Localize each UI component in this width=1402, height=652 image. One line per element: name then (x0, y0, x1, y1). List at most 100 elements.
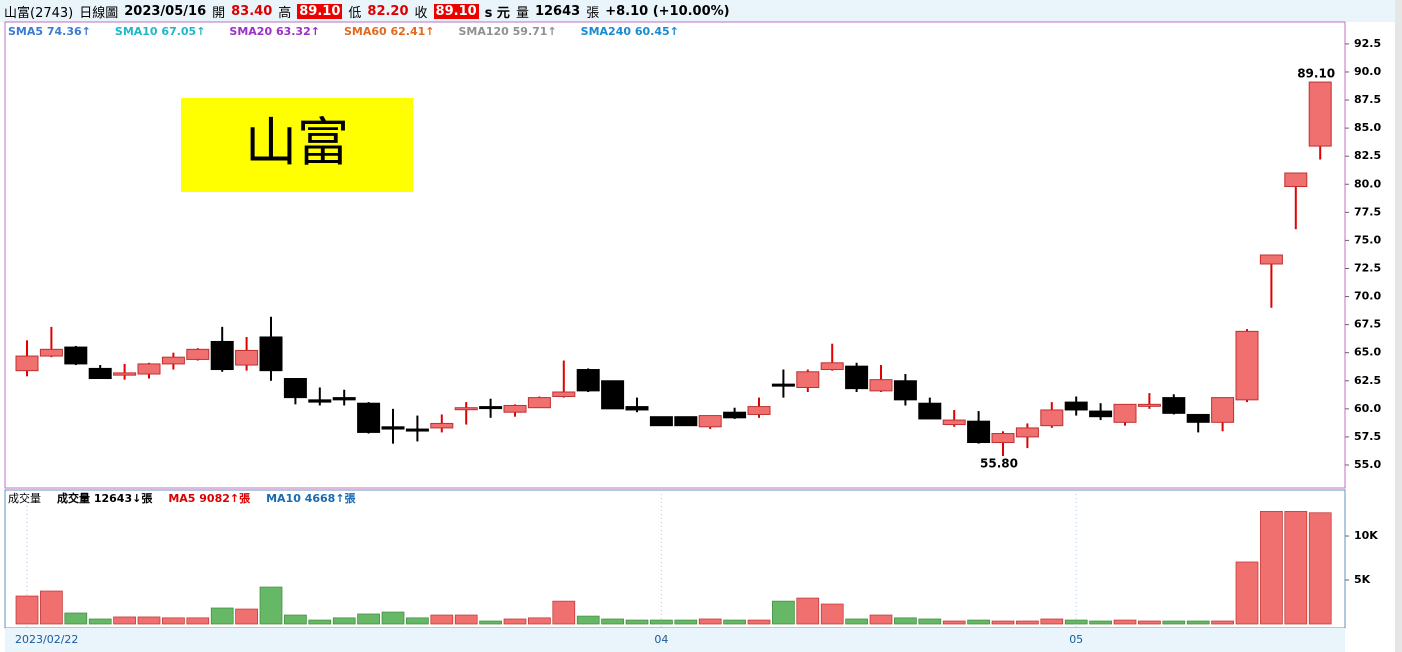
volume-bar (918, 618, 942, 625)
candle-body (869, 379, 893, 392)
volume-bar (869, 614, 893, 625)
y-tick-label: 55.0 (1354, 458, 1381, 471)
candle-body (503, 404, 527, 413)
close: 89.10 (433, 3, 479, 19)
volume-bar (894, 617, 917, 625)
volume-bar (991, 620, 1015, 625)
y-tick-label: 85.0 (1354, 121, 1381, 134)
candle-body (64, 346, 88, 365)
candle-body (186, 348, 210, 360)
candle-body (113, 372, 137, 376)
volume-bar (1113, 619, 1137, 625)
candle-body (723, 411, 747, 419)
volume-bar (747, 619, 771, 625)
candle-body (1015, 427, 1039, 438)
candle-body (283, 378, 307, 399)
volume-bar (1308, 512, 1332, 625)
candle-body (1259, 254, 1283, 265)
legend-entry: SMA20 63.32↑ (229, 25, 320, 38)
volume-bar (15, 595, 39, 625)
volume-legend-entry: 成交量 (8, 491, 41, 505)
volume-bar (723, 619, 746, 625)
stock: 山富(2743) (4, 5, 74, 21)
y-tick-label: 82.5 (1354, 149, 1381, 162)
high-label: 高 (278, 5, 292, 21)
volume-bar (64, 612, 88, 625)
candle-body (332, 397, 356, 401)
volume-bar (967, 619, 990, 625)
candle-body (796, 371, 820, 389)
close-unit: s 元 (484, 5, 510, 21)
candle-body (1284, 172, 1308, 188)
close-label: 收 (414, 5, 428, 21)
y-tick-label: 92.5 (1354, 37, 1381, 50)
banner-box (181, 98, 413, 192)
y2-tick-label: 5K (1354, 573, 1371, 586)
candle-body (210, 340, 234, 371)
candle-body (991, 433, 1015, 444)
volume-bar (308, 619, 332, 625)
volume-bar (845, 618, 868, 625)
legend-entry: SMA120 59.71↑ (458, 25, 556, 38)
date: 2023/05/16 (124, 3, 207, 19)
high: 89.10 (297, 3, 343, 19)
y-tick-label: 80.0 (1354, 177, 1381, 190)
candle-body (918, 402, 942, 420)
volume-bar (503, 618, 527, 625)
volume-bar (698, 618, 722, 625)
scrollbar (1395, 0, 1402, 652)
volume-bar (430, 614, 454, 625)
volume-unit: 張 (586, 5, 600, 21)
volume-bar (1235, 561, 1259, 625)
volume-bar (528, 617, 551, 625)
banner: 山富 (245, 114, 349, 174)
volume-label: 量 (515, 5, 529, 21)
y-tick-label: 87.5 (1354, 93, 1381, 106)
volume-bar (772, 600, 795, 625)
volume-bar (137, 616, 161, 625)
candle-body (1064, 401, 1088, 411)
y-tick-label: 77.5 (1354, 205, 1381, 218)
candle-body (674, 416, 698, 427)
date-strip (5, 628, 1345, 652)
y-tick-label: 75.0 (1354, 233, 1381, 246)
candle-body (454, 407, 478, 411)
candle-body (88, 367, 112, 380)
volume-bar (796, 597, 820, 625)
candle-body (552, 391, 576, 397)
candle-body (1308, 81, 1332, 147)
legend-entry: SMA5 74.36↑ (8, 25, 91, 38)
candle-body (259, 336, 283, 372)
volume-bar (552, 600, 576, 625)
candle-body (893, 380, 917, 401)
candle-body (625, 406, 649, 411)
volume-bar (820, 603, 844, 625)
candle-body (430, 422, 454, 429)
volume-bar (235, 608, 258, 625)
low: 82.20 (367, 3, 409, 19)
volume-bar (1138, 620, 1161, 625)
change: +8.10 (+10.00%) (605, 3, 730, 19)
candle-body (405, 428, 429, 432)
candle-body (527, 397, 551, 409)
volume-bar (479, 620, 502, 625)
candle-body (1235, 330, 1259, 401)
volume-bar (332, 617, 356, 625)
volume-bar (1260, 511, 1283, 625)
volume-bar (1064, 619, 1088, 625)
annotation: 89.10 (1297, 67, 1335, 81)
candle-body (845, 365, 869, 390)
candle-body (771, 383, 795, 387)
volume-bar (1016, 620, 1039, 625)
y-tick-label: 90.0 (1354, 65, 1381, 78)
candle-body (1211, 397, 1235, 423)
legend-entry: SMA10 67.05↑ (115, 25, 206, 38)
y-tick-label: 57.5 (1354, 430, 1381, 443)
candle-body (1040, 409, 1064, 427)
candle-body (15, 355, 39, 372)
candle-body (235, 349, 259, 366)
volume-bar (1186, 620, 1210, 625)
y-tick-label: 62.5 (1354, 374, 1381, 387)
candle-body (1089, 410, 1113, 418)
